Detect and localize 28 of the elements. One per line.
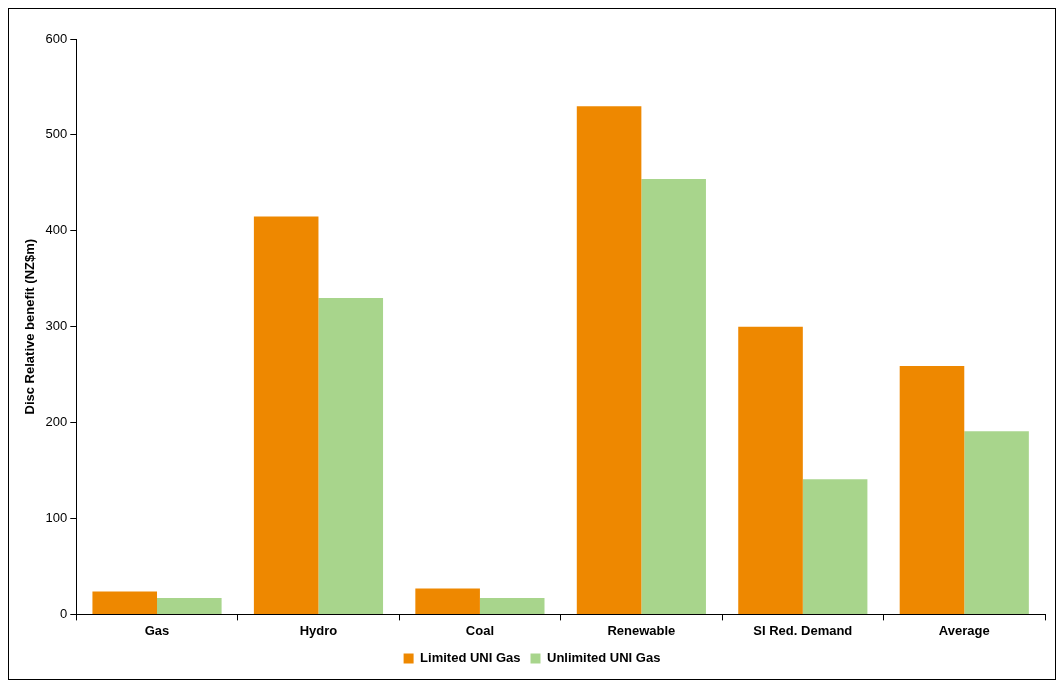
y-tick-label: 100	[45, 510, 68, 526]
x-tick-label: Coal	[465, 622, 495, 638]
bar	[415, 588, 480, 614]
y-tick-label: 500	[45, 126, 68, 142]
y-tick-label: 300	[45, 318, 68, 334]
bar	[964, 431, 1029, 614]
x-tick-label: Renewable	[607, 622, 676, 638]
x-tick-label: Gas	[144, 622, 170, 638]
bar	[479, 598, 545, 614]
legend-label: Unlimited UNI Gas	[547, 650, 661, 666]
y-tick-label: 200	[45, 414, 68, 430]
bar	[641, 179, 706, 614]
bar	[576, 106, 642, 614]
bar	[899, 366, 965, 614]
legend-label: Limited UNI Gas	[420, 650, 521, 666]
bar	[738, 326, 803, 614]
y-tick-label: 0	[60, 605, 68, 621]
x-tick-label: Average	[938, 622, 990, 638]
bar	[318, 297, 384, 614]
bar	[802, 479, 868, 614]
bar	[157, 598, 222, 614]
y-tick-label: 600	[45, 30, 68, 46]
bar	[253, 216, 319, 614]
x-tick-label: Hydro	[299, 622, 338, 638]
x-tick-label: SI Red. Demand	[753, 622, 853, 638]
y-tick-label: 400	[45, 222, 68, 238]
y-axis-title: Disc Relative benefit (NZ$m)	[22, 238, 38, 415]
bar	[92, 591, 158, 614]
